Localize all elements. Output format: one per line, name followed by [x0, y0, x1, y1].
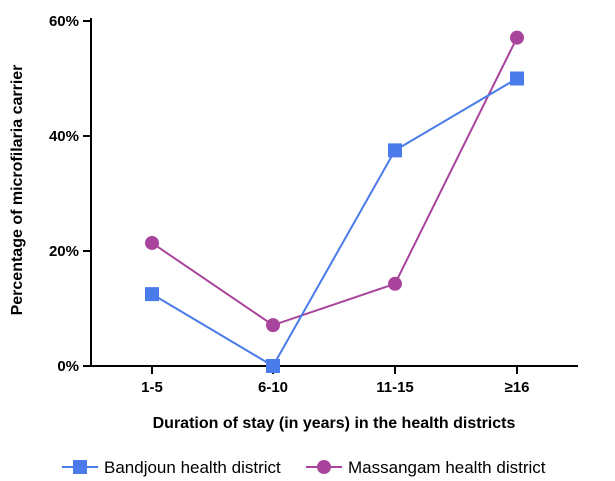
- data-point-circle: [145, 235, 159, 250]
- series-line: [151, 77, 518, 368]
- data-point-square: [266, 359, 280, 373]
- legend-marker-square: [73, 460, 87, 474]
- data-point-square: [145, 287, 159, 302]
- y-ticks: 0% 20% 40% 60%: [49, 13, 91, 375]
- data-point-square: [388, 143, 402, 158]
- legend: Bandjoun health district Massangam health…: [62, 458, 546, 477]
- x-tick-label: 1-5: [141, 379, 163, 396]
- series-massangam: [145, 30, 524, 333]
- legend-item: Massangam health district: [306, 458, 546, 477]
- legend-label: Bandjoun health district: [104, 458, 281, 477]
- legend-item: Bandjoun health district: [62, 458, 281, 477]
- y-axis-title: Percentage of microfilaria carrier: [9, 65, 26, 316]
- legend-marker-circle: [317, 460, 331, 474]
- data-point-square: [510, 71, 524, 86]
- x-tick-label: 11-15: [376, 379, 414, 396]
- y-tick-label: 20%: [49, 243, 79, 260]
- legend-label: Massangam health district: [348, 458, 546, 477]
- y-tick-label: 0%: [57, 358, 79, 375]
- data-point-circle: [266, 318, 280, 333]
- data-point-circle: [510, 30, 524, 45]
- y-tick-label: 60%: [49, 13, 79, 30]
- y-tick-label: 40%: [49, 128, 79, 145]
- x-tick-label: ≥16: [505, 379, 530, 396]
- x-tick-label: 6-10: [258, 379, 288, 396]
- series-line: [151, 37, 518, 327]
- data-point-circle: [388, 276, 402, 291]
- x-axis-title: Duration of stay (in years) in the healt…: [153, 415, 516, 432]
- axes: [90, 18, 578, 367]
- series-bandjoun: [145, 71, 524, 373]
- series-layer: [145, 30, 524, 373]
- x-ticks: 1-5 6-10 11-15 ≥16: [141, 366, 529, 396]
